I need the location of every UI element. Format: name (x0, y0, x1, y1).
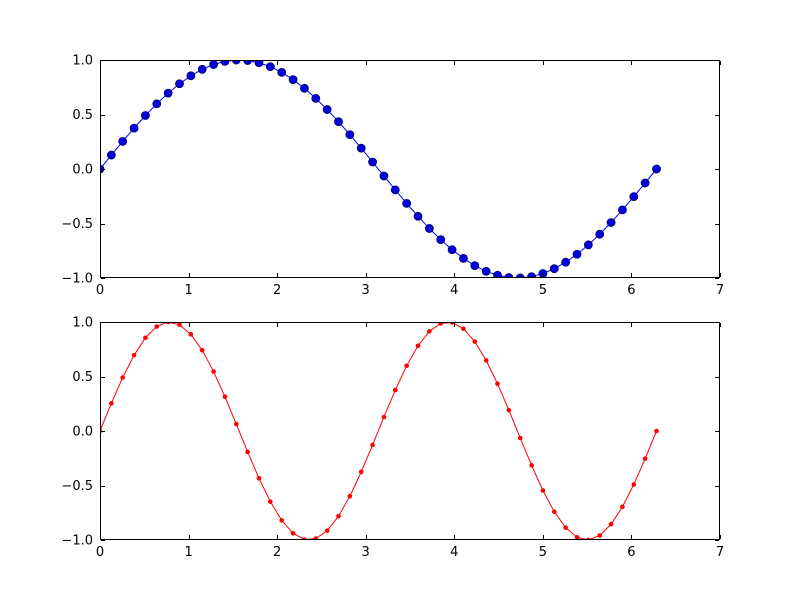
x-tick-label: 1 (184, 545, 192, 560)
x-tick-label: 1 (184, 283, 192, 298)
x-tick-label: 0 (96, 545, 104, 560)
y-tick-label: −1.0 (61, 272, 93, 287)
subplot-bottom: 0 1 2 3 4 5 6 7 1.0 0.5 0.0 −0.5 −1.0 (61, 316, 724, 561)
y-tick-label: 0.0 (72, 425, 93, 440)
x-tick-label: 2 (273, 545, 281, 560)
x-tick-label: 5 (539, 545, 547, 560)
series-line-sin-2x- (100, 322, 658, 540)
axes-spines (100, 322, 720, 540)
x-tick-label: 3 (362, 283, 370, 298)
x-tick-label: 5 (539, 283, 547, 298)
axes-spines (100, 60, 720, 278)
series-markers-sin-2x- (100, 322, 659, 540)
x-tick-label: 7 (716, 545, 724, 560)
series-markers-sin-x- (100, 60, 661, 278)
axis-ticks (100, 60, 721, 279)
y-tick-label: 1.0 (72, 54, 93, 69)
subplot-top: 0 1 2 3 4 5 6 7 1.0 0.5 0.0 −0.5 −1.0 (61, 54, 724, 299)
x-tick-label: 0 (96, 283, 104, 298)
x-tick-label: 4 (450, 545, 458, 560)
y-tick-label: −0.5 (61, 479, 93, 494)
y-tick-label: 0.0 (72, 163, 93, 178)
y-tick-label: 0.5 (72, 370, 93, 385)
x-tick-label: 2 (273, 283, 281, 298)
y-tick-label: 1.0 (72, 316, 93, 331)
x-tick-label: 6 (627, 283, 635, 298)
y-tick-label: 0.5 (72, 108, 93, 123)
x-tick-label: 3 (362, 545, 370, 560)
x-tick-label: 6 (627, 545, 635, 560)
x-tick-label: 4 (450, 283, 458, 298)
x-tick-label: 7 (716, 283, 724, 298)
y-tick-label: −0.5 (61, 217, 93, 232)
axis-ticks (100, 322, 721, 541)
y-tick-label: −1.0 (61, 534, 93, 549)
